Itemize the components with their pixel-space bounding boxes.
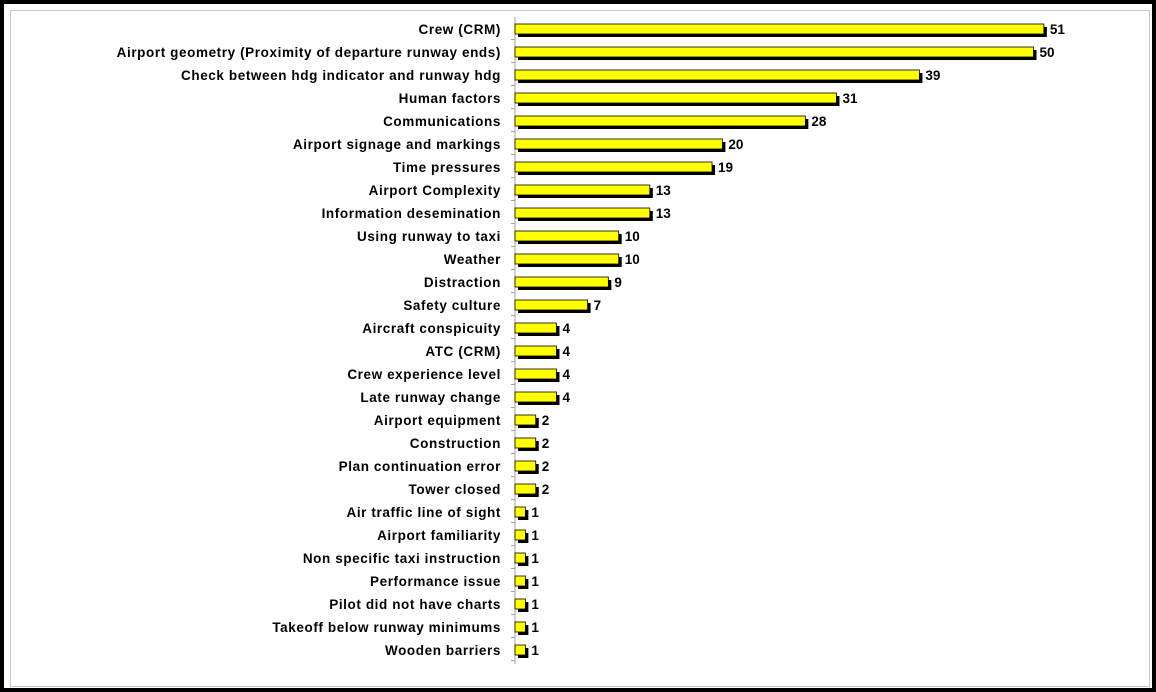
category-label: Crew (CRM)	[419, 22, 502, 37]
bar	[514, 414, 537, 426]
category-label: ATC (CRM)	[425, 344, 501, 359]
data-label: 4	[562, 344, 570, 359]
data-label: 10	[625, 252, 640, 267]
bar	[514, 529, 526, 541]
data-label: 28	[811, 114, 827, 129]
bar	[514, 299, 588, 311]
category-label: Time pressures	[393, 160, 501, 175]
bar	[514, 230, 620, 242]
category-label: Aircraft conspicuity	[362, 321, 501, 336]
chart-plot-border: Crew (CRM) 51 Airport geometry (Proximity …	[10, 10, 1150, 687]
data-label: 4	[562, 390, 570, 405]
bar	[514, 115, 806, 127]
bar	[514, 345, 557, 357]
category-label: Airport equipment	[374, 413, 501, 428]
horizontal-bar-chart: Crew (CRM) 51 Airport geometry (Proximity …	[117, 17, 1066, 664]
category-label: Weather	[444, 252, 501, 267]
category-label: Pilot did not have charts	[329, 597, 501, 612]
bar	[514, 161, 713, 173]
bar	[514, 138, 723, 150]
data-label: 2	[542, 436, 550, 451]
bar	[514, 253, 620, 265]
category-label: Performance issue	[370, 574, 501, 589]
bar	[514, 322, 557, 334]
category-label: Information desemination	[322, 206, 501, 221]
bar	[514, 575, 526, 587]
data-label: 2	[542, 459, 550, 474]
category-label: Airport signage and markings	[293, 137, 501, 152]
data-label: 13	[656, 206, 672, 221]
data-label: 2	[542, 482, 550, 497]
bar	[514, 368, 557, 380]
bar	[514, 391, 557, 403]
category-label: Communications	[383, 114, 501, 129]
category-label: Airport familiarity	[377, 528, 501, 543]
data-label: 39	[925, 68, 940, 83]
category-label: Crew experience level	[347, 367, 501, 382]
bar	[514, 207, 651, 219]
data-label: 1	[531, 620, 539, 635]
data-label: 9	[614, 275, 622, 290]
data-label: 1	[531, 505, 539, 520]
category-label: Distraction	[424, 275, 501, 290]
bar	[514, 437, 537, 449]
bar	[514, 460, 537, 472]
bar	[514, 69, 920, 81]
bar	[514, 184, 651, 196]
data-label: 1	[531, 597, 539, 612]
bar	[514, 483, 537, 495]
category-label: Wooden barriers	[385, 643, 501, 658]
data-label: 7	[594, 298, 602, 313]
bar	[514, 23, 1045, 35]
bar	[514, 92, 837, 104]
data-label: 31	[842, 91, 858, 106]
category-label: Non specific taxi instruction	[303, 551, 501, 566]
category-label: Safety culture	[403, 298, 501, 313]
data-label: 1	[531, 528, 539, 543]
data-label: 2	[542, 413, 550, 428]
category-label: Construction	[410, 436, 501, 451]
bar	[514, 621, 526, 633]
data-label: 51	[1050, 22, 1066, 37]
category-label: Plan continuation error	[339, 459, 501, 474]
bar	[514, 598, 526, 610]
bar	[514, 506, 526, 518]
bar	[514, 644, 526, 656]
data-label: 50	[1040, 45, 1055, 60]
category-label: Takeoff below runway minimums	[272, 620, 501, 635]
category-label: Check between hdg indicator and runway h…	[181, 68, 501, 83]
data-label: 1	[531, 643, 539, 658]
bar	[514, 276, 609, 288]
data-label: 4	[562, 367, 570, 382]
category-label: Airport geometry (Proximity of departure…	[117, 45, 501, 60]
data-label: 4	[562, 321, 570, 336]
category-label: Air traffic line of sight	[346, 505, 501, 520]
category-label: Late runway change	[360, 390, 501, 405]
data-label: 13	[656, 183, 672, 198]
bar	[514, 46, 1034, 58]
data-label: 1	[531, 574, 539, 589]
data-label: 20	[728, 137, 743, 152]
category-label: Human factors	[399, 91, 501, 106]
data-label: 19	[718, 160, 733, 175]
category-label: Using runway to taxi	[357, 229, 501, 244]
category-label: Tower closed	[409, 482, 501, 497]
data-label: 1	[531, 551, 539, 566]
category-label: Airport Complexity	[369, 183, 501, 198]
data-label: 10	[625, 229, 640, 244]
bar	[514, 552, 526, 564]
